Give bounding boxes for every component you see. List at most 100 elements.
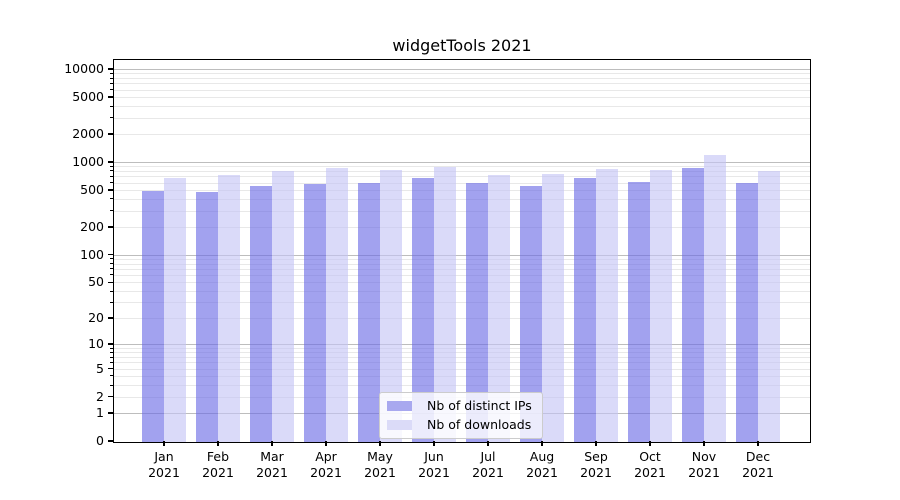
legend-swatch-distinct-ips [387,400,412,411]
y-minor-tick-mark [109,105,113,107]
bar-nb-of-downloads-sep [596,169,618,442]
y-minor-tick-mark [109,263,113,265]
x-tick-mark [757,441,759,446]
y-minor-tick-mark [109,258,113,260]
x-tick-mark [433,441,435,446]
x-tick-mark [595,441,597,446]
x-tick-year: 2021 [634,465,666,480]
y-minor-tick-mark [109,72,113,74]
h-gridline-minor [114,282,810,284]
x-tick-month: Aug [529,449,555,464]
x-tick-label: Sep 2021 [568,449,624,481]
x-tick-year: 2021 [688,465,720,480]
h-gridline-minor [114,176,810,178]
x-tick-month: May [367,449,393,464]
y-tick-label: 2000 [72,125,104,141]
chart-title: widgetTools 2021 [392,36,532,55]
x-tick-mark [217,441,219,446]
legend-item-downloads: Nb of downloads [387,417,532,432]
bar-nb-of-downloads-oct [650,170,672,442]
x-tick-label: Jul 2021 [460,449,516,481]
x-tick-year: 2021 [202,465,234,480]
x-tick-mark [271,441,273,446]
h-gridline-minor [114,362,810,364]
y-tick-mark [107,161,113,163]
bar-nb-of-downloads-dec [758,171,780,442]
bars-layer [114,60,810,442]
y-tick-label: 2 [96,388,104,404]
x-tick-mark [649,441,651,446]
h-gridline-minor [114,226,810,228]
x-tick-year: 2021 [418,465,450,480]
bar-nb-of-downloads-nov [704,155,726,442]
y-minor-tick-mark [109,175,113,177]
y-tick-label: 5000 [72,89,104,104]
y-tick-mark [107,440,113,442]
x-tick-label: Jan 2021 [136,449,192,481]
y-tick-label: 50 [88,274,104,290]
h-gridline-minor [114,258,810,260]
y-tick-mark [107,343,113,345]
y-minor-tick-mark [109,375,113,377]
y-tick-label: 10 [88,336,104,352]
x-tick-label: Oct 2021 [622,449,678,481]
h-gridline-major [114,161,810,163]
x-tick-month: Oct [639,449,661,464]
y-minor-tick-mark [109,268,113,270]
bar-nb-of-downloads-feb [218,174,240,442]
x-tick-label: Aug 2021 [514,449,570,481]
x-tick-month: Jul [480,449,496,464]
bar-nb-of-distinct-ips-aug [520,186,542,442]
y-tick-label: 1000 [72,153,104,169]
y-tick-label: 5 [96,360,104,376]
x-tick-label: Feb 2021 [190,449,246,481]
h-gridline-minor [114,268,810,270]
x-tick-month: Jan [154,449,174,464]
y-minor-tick-mark [109,165,113,167]
bar-nb-of-distinct-ips-feb [196,192,218,442]
h-gridline-minor [114,291,810,293]
bar-nb-of-distinct-ips-dec [736,182,758,442]
h-gridline-minor [114,78,810,80]
h-gridline-major [114,344,810,346]
y-minor-tick-mark [109,347,113,349]
y-tick-label: 1 [96,405,104,420]
bar-nb-of-downloads-apr [326,168,348,442]
x-tick-mark [487,441,489,446]
x-tick-month: Sep [584,449,608,464]
legend-item-distinct-ips: Nb of distinct IPs [387,398,532,413]
x-tick-month: Dec [745,449,771,464]
y-minor-tick-mark [109,182,113,184]
x-tick-year: 2021 [526,465,558,480]
axis-layer: 0 1 2 5 10 20 50 100 200 500 1000 2000 5000 10000 Jan 2… [64,60,810,480]
bar-nb-of-distinct-ips-sep [574,177,596,442]
y-minor-tick-mark [109,77,113,79]
h-gridline-minor [114,83,810,85]
bar-nb-of-downloads-aug [542,174,564,442]
h-gridline-minor [114,73,810,75]
bar-nb-of-downloads-mar [272,170,294,442]
legend-label-distinct-ips: Nb of distinct IPs [427,398,532,413]
h-gridline-minor [114,375,810,377]
y-tick-mark [107,412,113,414]
y-tick-mark [107,395,113,398]
h-gridline-minor [114,385,810,386]
h-gridline-major [114,69,810,70]
x-tick-mark [379,441,381,446]
bar-nb-of-distinct-ips-apr [304,183,326,442]
y-minor-tick-mark [109,170,113,172]
x-tick-label: Nov 2021 [676,449,732,481]
y-tick-mark [107,133,113,135]
y-minor-tick-mark [109,89,113,91]
y-tick-mark [107,367,113,370]
y-minor-tick-mark [109,356,113,358]
y-minor-tick-mark [109,384,113,386]
h-gridline-minor [114,318,810,320]
h-gridline-minor [114,368,810,370]
h-gridline-minor [114,97,810,98]
h-gridline-minor [114,166,810,168]
legend: Nb of distinct IPs Nb of downloads [379,392,543,439]
plot-area: 0 1 2 5 10 20 50 100 200 500 1000 2000 5000 10000 Jan 2… [64,59,811,480]
legend-label-downloads: Nb of downloads [427,417,532,432]
x-tick-year: 2021 [580,465,612,480]
